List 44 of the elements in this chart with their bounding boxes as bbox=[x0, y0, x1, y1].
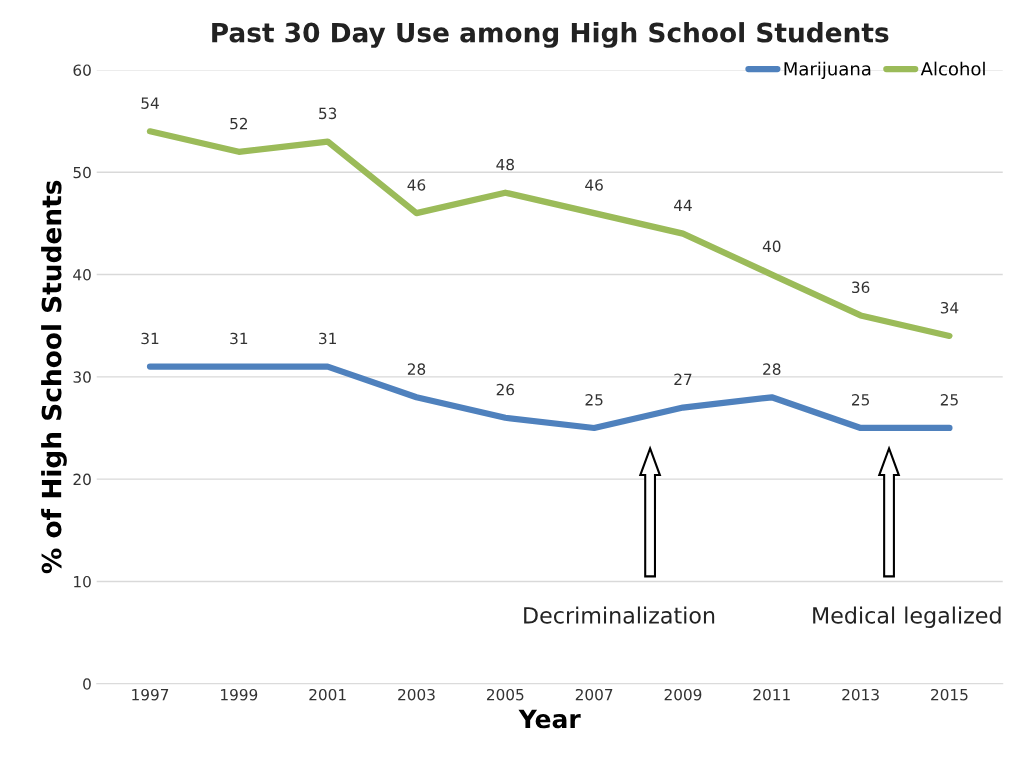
data-label: 25 bbox=[585, 394, 603, 406]
data-label: 54 bbox=[141, 97, 159, 109]
x-tick-label: 2009 bbox=[664, 688, 702, 701]
data-label: 26 bbox=[496, 383, 515, 396]
y-tick-label: 50 bbox=[73, 166, 91, 179]
data-label: 52 bbox=[230, 117, 248, 130]
chart-title: Past 30 Day Use among High School Students bbox=[212, 22, 889, 48]
data-label: 46 bbox=[407, 179, 426, 191]
x-axis-title: Year bbox=[518, 709, 581, 729]
data-label: 53 bbox=[319, 107, 337, 120]
x-tick-label: 2007 bbox=[575, 688, 613, 701]
x-tick-label: 1999 bbox=[221, 688, 258, 701]
data-label: 40 bbox=[762, 240, 781, 253]
data-label: 31 bbox=[319, 332, 336, 345]
data-label: 28 bbox=[763, 363, 781, 375]
data-label: 44 bbox=[673, 199, 692, 211]
data-label: 31 bbox=[141, 332, 159, 345]
annotation: Decriminalization bbox=[524, 606, 715, 624]
x-tick-label: 2015 bbox=[931, 688, 968, 701]
y-tick-label: 0 bbox=[83, 678, 91, 690]
x-tick-label: 2011 bbox=[753, 688, 790, 701]
x-tick-label: 2013 bbox=[842, 688, 879, 701]
y-axis-title: % of High School Students bbox=[41, 180, 67, 574]
data-label: 25 bbox=[940, 394, 958, 406]
y-tick-label: 10 bbox=[74, 575, 91, 588]
annotation: Medical legalized bbox=[813, 606, 1001, 629]
y-tick-label: 60 bbox=[73, 64, 91, 76]
legend-label: Alcohol bbox=[920, 61, 985, 76]
data-label: 48 bbox=[496, 158, 514, 171]
x-tick-label: 2005 bbox=[486, 688, 524, 701]
y-tick-label: 30 bbox=[73, 371, 91, 383]
data-label: 27 bbox=[674, 373, 692, 385]
data-label: 31 bbox=[230, 332, 248, 345]
data-label: 34 bbox=[940, 301, 959, 314]
legend-label: Marijuana bbox=[784, 61, 871, 80]
data-label: 25 bbox=[852, 394, 869, 406]
data-label: 46 bbox=[585, 179, 603, 191]
data-label: 36 bbox=[852, 281, 870, 294]
x-tick-label: 2001 bbox=[309, 688, 346, 701]
y-tick-label: 20 bbox=[73, 473, 91, 486]
data-label: 28 bbox=[407, 363, 426, 375]
x-tick-label: 2003 bbox=[398, 688, 435, 701]
x-tick-label: 1997 bbox=[132, 688, 169, 701]
y-tick-label: 40 bbox=[73, 269, 91, 281]
